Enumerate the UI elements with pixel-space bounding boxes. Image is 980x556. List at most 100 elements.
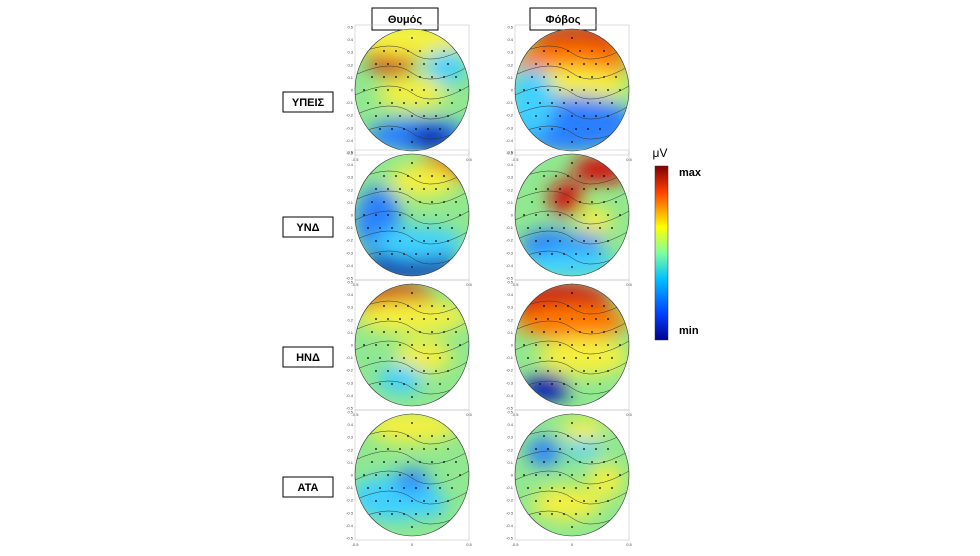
electrode <box>539 102 541 104</box>
y-tick-label: 0.2 <box>507 317 513 322</box>
y-tick-label: -0.1 <box>506 100 514 105</box>
electrode <box>435 115 437 117</box>
electrode <box>595 370 597 372</box>
electrode <box>411 448 413 450</box>
electrode <box>407 175 409 177</box>
y-tick-label: 0.2 <box>507 447 513 452</box>
contour <box>515 210 629 225</box>
topographic-map: 0.50.40.30.20.10-0.1-0.2-0.3-0.4-0.5-0.5… <box>346 150 472 288</box>
contour <box>515 65 629 80</box>
electrode <box>455 461 457 463</box>
contour <box>355 105 469 120</box>
y-tick-label: -0.2 <box>506 113 514 118</box>
electrode <box>387 89 389 91</box>
electrode <box>375 474 377 476</box>
y-tick-label: -0.3 <box>346 380 354 385</box>
electrode <box>407 305 409 307</box>
electrode <box>563 513 565 515</box>
electrode <box>451 487 453 489</box>
x-tick-label: -0.5 <box>512 282 520 287</box>
electrode <box>447 188 449 190</box>
electrode <box>563 128 565 130</box>
electrode <box>375 318 377 320</box>
electrode <box>591 175 593 177</box>
electrode <box>383 331 385 333</box>
y-tick-label: -0.1 <box>346 485 354 490</box>
electrode <box>435 89 437 91</box>
colorbar-min: min <box>679 325 699 337</box>
electrode <box>407 50 409 52</box>
electrode <box>583 318 585 320</box>
electrode <box>591 305 593 307</box>
y-tick-label: -0.5 <box>506 536 514 541</box>
electrode <box>571 162 573 164</box>
electrode <box>539 513 541 515</box>
electrode <box>443 435 445 437</box>
electrode <box>607 240 609 242</box>
electrode <box>435 474 437 476</box>
electrode <box>427 357 429 359</box>
electrode <box>591 201 593 203</box>
electrode <box>587 487 589 489</box>
electrode <box>603 435 605 437</box>
electrode <box>539 253 541 255</box>
electrode <box>555 305 557 307</box>
electrode <box>419 331 421 333</box>
electrode <box>419 76 421 78</box>
electrode <box>439 227 441 229</box>
electrode <box>595 240 597 242</box>
y-tick-label: 0.4 <box>347 422 353 427</box>
contour <box>515 320 629 335</box>
y-tick-label: 0.4 <box>507 37 513 42</box>
electrode <box>563 357 565 359</box>
electrode <box>443 201 445 203</box>
y-tick-label: 0.4 <box>507 292 513 297</box>
electrode <box>527 227 529 229</box>
electrode <box>431 175 433 177</box>
electrode <box>539 383 541 385</box>
contour <box>355 490 469 505</box>
y-tick-label: -0.5 <box>346 276 354 281</box>
electrode <box>535 188 537 190</box>
electrode <box>403 383 405 385</box>
y-tick-label: 0.1 <box>507 460 513 465</box>
y-tick-label: -0.3 <box>506 510 514 515</box>
electrode <box>387 188 389 190</box>
electrode <box>415 487 417 489</box>
electrode <box>575 513 577 515</box>
electrode <box>383 175 385 177</box>
electrode <box>379 513 381 515</box>
electrode <box>375 188 377 190</box>
electrode <box>375 115 377 117</box>
electrode <box>431 461 433 463</box>
electrode <box>367 227 369 229</box>
y-tick-label: 0.5 <box>507 280 513 285</box>
electrode <box>411 318 413 320</box>
electrode <box>603 201 605 203</box>
electrode <box>587 513 589 515</box>
electrode <box>447 474 449 476</box>
electrode <box>415 253 417 255</box>
electrode <box>427 513 429 515</box>
electrode <box>367 357 369 359</box>
electrode <box>603 461 605 463</box>
y-tick-label: -0.5 <box>346 406 354 411</box>
electrode <box>603 175 605 177</box>
y-tick-label: -0.1 <box>506 225 514 230</box>
electrode <box>395 50 397 52</box>
y-tick-label: 0.1 <box>507 330 513 335</box>
electrode <box>399 214 401 216</box>
electrode <box>387 448 389 450</box>
y-tick-label: -0.3 <box>506 125 514 130</box>
electrode <box>387 318 389 320</box>
electrode <box>567 305 569 307</box>
colorbar-unit: μV <box>653 146 668 160</box>
electrode <box>415 102 417 104</box>
electrode <box>411 292 413 294</box>
electrode <box>535 344 537 346</box>
electrode <box>555 331 557 333</box>
electrode <box>571 396 573 398</box>
electrode <box>447 500 449 502</box>
electrode <box>543 175 545 177</box>
y-tick-label: 0.5 <box>347 280 353 285</box>
